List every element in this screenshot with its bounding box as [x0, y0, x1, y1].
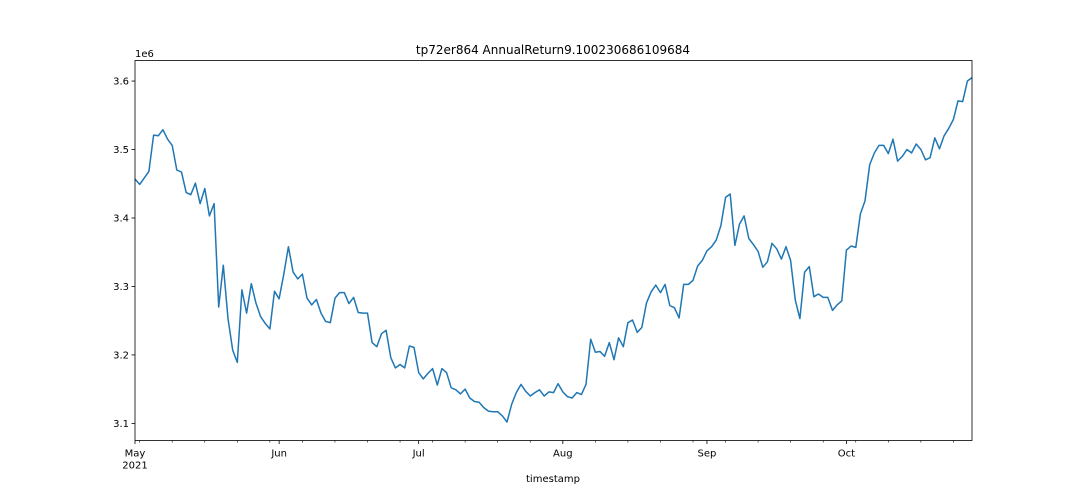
series-line: [134, 76, 973, 423]
x-axis-label: timestamp: [526, 474, 580, 485]
y-tick-label: 3.6: [113, 77, 129, 88]
x-tick-sublabel: 2021: [122, 461, 147, 472]
x-tick-label: Aug: [553, 449, 573, 460]
chart-title: tp72er864 AnnualReturn9.100230686109684: [416, 43, 690, 57]
y-offset-label: 1e6: [135, 49, 154, 60]
x-tick-label: Jun: [270, 449, 287, 460]
x-tick-label: Jul: [412, 449, 425, 460]
y-tick-label: 3.2: [113, 350, 129, 361]
x-tick-label: Sep: [698, 449, 717, 460]
y-tick-label: 3.1: [113, 419, 129, 430]
x-tick-label: Oct: [838, 449, 855, 460]
y-axis: 3.1 3.2 3.3 3.4 3.5 3.6: [113, 77, 135, 430]
x-tick-label: May: [125, 449, 146, 460]
plot-frame: [134, 60, 973, 441]
y-tick-label: 3.4: [113, 213, 129, 224]
y-tick-label: 3.3: [113, 282, 129, 293]
y-tick-label: 3.5: [113, 145, 129, 156]
